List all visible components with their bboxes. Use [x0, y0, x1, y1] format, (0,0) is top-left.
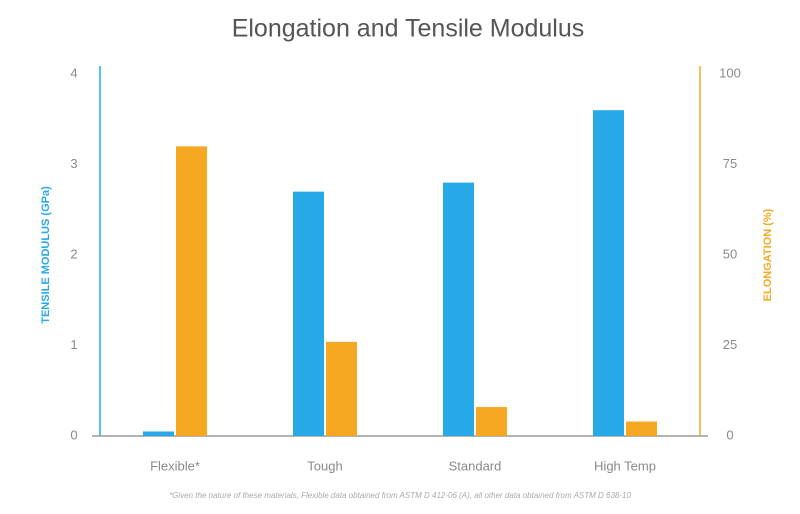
x-tick-label: Flexible* — [150, 458, 200, 473]
footnote: *Given the nature of these materials, Fl… — [169, 491, 631, 500]
bar — [143, 431, 174, 436]
bar — [443, 182, 474, 436]
y-tick-label: 2 — [70, 246, 77, 261]
x-tick-label: High Temp — [594, 458, 656, 473]
bar — [626, 421, 657, 436]
y2-tick-label: 75 — [723, 156, 737, 171]
bar — [476, 407, 507, 436]
y-tick-label: 0 — [70, 427, 77, 442]
x-tick-label: Tough — [307, 458, 342, 473]
bar — [593, 110, 624, 436]
bar — [176, 146, 207, 436]
y2-tick-label: 50 — [723, 246, 737, 261]
y2-axis-title: ELONGATION (%) — [762, 208, 774, 301]
bar — [326, 341, 357, 436]
x-tick-label: Standard — [449, 458, 502, 473]
y2-tick-label: 0 — [726, 427, 733, 442]
y-axis-title: TENSILE MODULUS (GPa) — [40, 186, 52, 324]
y2-tick-label: 100 — [719, 65, 741, 80]
y-tick-label: 1 — [70, 337, 77, 352]
y-tick-label: 3 — [70, 156, 77, 171]
bar — [293, 191, 324, 436]
y-tick-label: 4 — [70, 65, 77, 80]
y2-tick-label: 25 — [723, 337, 737, 352]
chart-title: Elongation and Tensile Modulus — [232, 15, 585, 43]
